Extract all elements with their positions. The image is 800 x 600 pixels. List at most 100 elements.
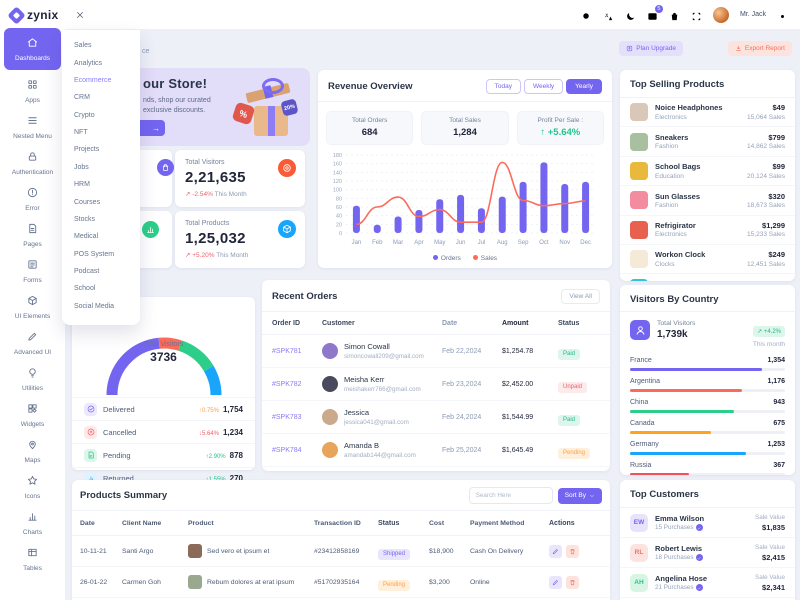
product-image bbox=[630, 132, 648, 151]
filter-today[interactable]: Today bbox=[485, 79, 521, 94]
delete-button[interactable] bbox=[566, 575, 579, 589]
gauge-row-value: 270 bbox=[229, 474, 243, 484]
filter-yearly[interactable]: Yearly bbox=[566, 79, 602, 94]
product-price: $49 bbox=[772, 103, 785, 113]
sort-by-button[interactable]: Sort By bbox=[557, 487, 602, 504]
svg-text:Mar: Mar bbox=[393, 240, 403, 246]
row-client: Santi Argo bbox=[122, 547, 154, 555]
country-value: 1,176 bbox=[767, 378, 785, 385]
menu-item-medical[interactable]: Medical bbox=[74, 233, 99, 241]
sale-value: $1,835 bbox=[762, 522, 785, 532]
column-header-client-name: Client Name bbox=[122, 519, 162, 527]
menu-item-pos-system[interactable]: POS System bbox=[74, 250, 115, 258]
menu-item-school[interactable]: School bbox=[74, 285, 96, 293]
product-list-item: Dizo Digital CameraGadgets $14999,754 Sal… bbox=[620, 273, 795, 281]
column-header-date: Date bbox=[442, 319, 458, 327]
column-header-customer: Customer bbox=[322, 319, 355, 327]
gauge-row-delivered: Delivered ↑0.75% 1,754 bbox=[72, 397, 255, 420]
order-id-link[interactable]: #SPK784 bbox=[272, 446, 302, 454]
download-icon bbox=[735, 45, 742, 52]
brand-logo[interactable]: zynix bbox=[0, 0, 65, 28]
column-header-amount: Amount bbox=[502, 319, 529, 327]
revenue-stat-total-orders: Total Orders 684 bbox=[326, 111, 414, 145]
search-icon[interactable] bbox=[581, 9, 592, 21]
product-name: Sed vero et ipsum et bbox=[207, 547, 270, 555]
country-value: 1,253 bbox=[767, 441, 785, 448]
sidebar-item-label: Authentication bbox=[11, 169, 54, 176]
sidebar-item-error[interactable]: Error bbox=[4, 181, 61, 217]
sidebar-item-icons[interactable]: Icons bbox=[4, 469, 61, 505]
stat-value: 1,25,032 bbox=[185, 230, 246, 247]
country-bar bbox=[630, 410, 785, 413]
gauge-legend-list: Delivered ↑0.75% 1,754 Cancelled ↓5.64% 1,234… bbox=[72, 397, 255, 490]
order-id-link[interactable]: #SPK782 bbox=[272, 380, 302, 388]
total-visitors-card: Total Visitors 2,21,635 ↗ -2.54% This Mo… bbox=[175, 150, 305, 207]
menu-item-sales[interactable]: Sales bbox=[74, 42, 92, 50]
moon-icon[interactable] bbox=[625, 9, 636, 20]
sidebar-item-advanced-ui[interactable]: Advanced UI bbox=[4, 325, 61, 361]
filter-weekly[interactable]: Weekly bbox=[523, 79, 564, 94]
export-report-button[interactable]: Export Report bbox=[727, 41, 792, 56]
sidebar-item-ui-elements[interactable]: UI Elements bbox=[4, 289, 61, 325]
sidebar-item-widgets[interactable]: Widgets bbox=[4, 397, 61, 433]
product-info: Sun Glasses Fashion bbox=[655, 192, 700, 210]
country-name: Russia bbox=[630, 462, 652, 469]
svg-text:Oct: Oct bbox=[539, 240, 549, 246]
country-total-row: Total Visitors 1,739k ↗ +4.2% This month bbox=[620, 312, 795, 354]
delete-button[interactable] bbox=[566, 544, 579, 558]
bag-icon[interactable] bbox=[669, 9, 680, 21]
product-price: $1499 bbox=[751, 280, 785, 281]
sidebar-item-tables[interactable]: Tables bbox=[4, 541, 61, 577]
order-id-link[interactable]: #SPK783 bbox=[272, 413, 302, 421]
expand-icon[interactable] bbox=[691, 9, 702, 21]
search-input[interactable] bbox=[468, 487, 553, 504]
stat-value: 1,284 bbox=[453, 127, 477, 138]
sidebar-item-apps[interactable]: Apps bbox=[4, 73, 61, 109]
plan-upgrade-button[interactable]: Plan Upgrade bbox=[619, 41, 683, 56]
star-icon bbox=[27, 475, 38, 486]
sidebar-item-utilities[interactable]: Utilities bbox=[4, 361, 61, 397]
sidebar-item-charts[interactable]: Charts bbox=[4, 505, 61, 541]
menu-item-podcast[interactable]: Podcast bbox=[74, 268, 100, 276]
svg-text:40: 40 bbox=[336, 214, 342, 220]
menu-item-social-media[interactable]: Social Media bbox=[74, 302, 115, 310]
product-list-item: Workon Clock Clocks $249 12,451 Sales bbox=[620, 243, 795, 273]
menu-item-crm[interactable]: CRM bbox=[74, 94, 90, 102]
menu-item-jobs[interactable]: Jobs bbox=[74, 163, 89, 171]
stat-label: Total Visitors bbox=[185, 159, 225, 166]
sidebar-item-label: Maps bbox=[24, 457, 41, 464]
country-bar-fill bbox=[630, 368, 762, 371]
user-avatar[interactable] bbox=[712, 6, 729, 23]
product-category: Electronics bbox=[655, 113, 687, 121]
gear-icon[interactable] bbox=[777, 9, 788, 21]
translate-icon[interactable] bbox=[603, 9, 614, 21]
sidebar-item-pages[interactable]: Pages bbox=[4, 217, 61, 253]
edit-button[interactable] bbox=[549, 575, 562, 589]
edit-button[interactable] bbox=[549, 544, 562, 558]
sidebar-item-authentication[interactable]: Authentication bbox=[4, 145, 61, 181]
order-customer: Simon Cowall simoncowall209@gmail.com bbox=[322, 342, 442, 360]
menu-item-stocks[interactable]: Stocks bbox=[74, 215, 96, 223]
sidebar-item-forms[interactable]: Forms bbox=[4, 253, 61, 289]
menu-item-courses[interactable]: Courses bbox=[74, 198, 101, 206]
menu-item-hrm[interactable]: HRM bbox=[74, 181, 90, 189]
gearcheck-icon bbox=[84, 402, 97, 416]
view-all-button[interactable]: View All bbox=[561, 289, 600, 304]
country-bar-fill bbox=[630, 452, 747, 455]
order-id-link[interactable]: #SPK781 bbox=[272, 347, 302, 355]
menu-item-ecommerce[interactable]: Ecommerce bbox=[74, 76, 112, 84]
svg-text:60: 60 bbox=[336, 205, 342, 211]
xcircle-icon bbox=[84, 425, 97, 439]
menu-item-crypto[interactable]: Crypto bbox=[74, 111, 95, 119]
sidebar-item-nested-menu[interactable]: Nested Menu bbox=[4, 109, 61, 145]
menu-item-projects[interactable]: Projects bbox=[74, 146, 100, 154]
close-menu-icon[interactable] bbox=[75, 10, 85, 20]
sidebar-item-label: Widgets bbox=[20, 421, 45, 428]
sidebar-item-dashboards[interactable]: Dashboards bbox=[4, 28, 61, 70]
sidebar-item-maps[interactable]: Maps bbox=[4, 433, 61, 469]
mail-icon[interactable]: 5 bbox=[647, 5, 663, 20]
customer-email: meishakerr766@gmail.com bbox=[344, 385, 421, 393]
menu-item-nft[interactable]: NFT bbox=[74, 129, 88, 137]
menu-item-analytics[interactable]: Analytics bbox=[74, 59, 103, 67]
